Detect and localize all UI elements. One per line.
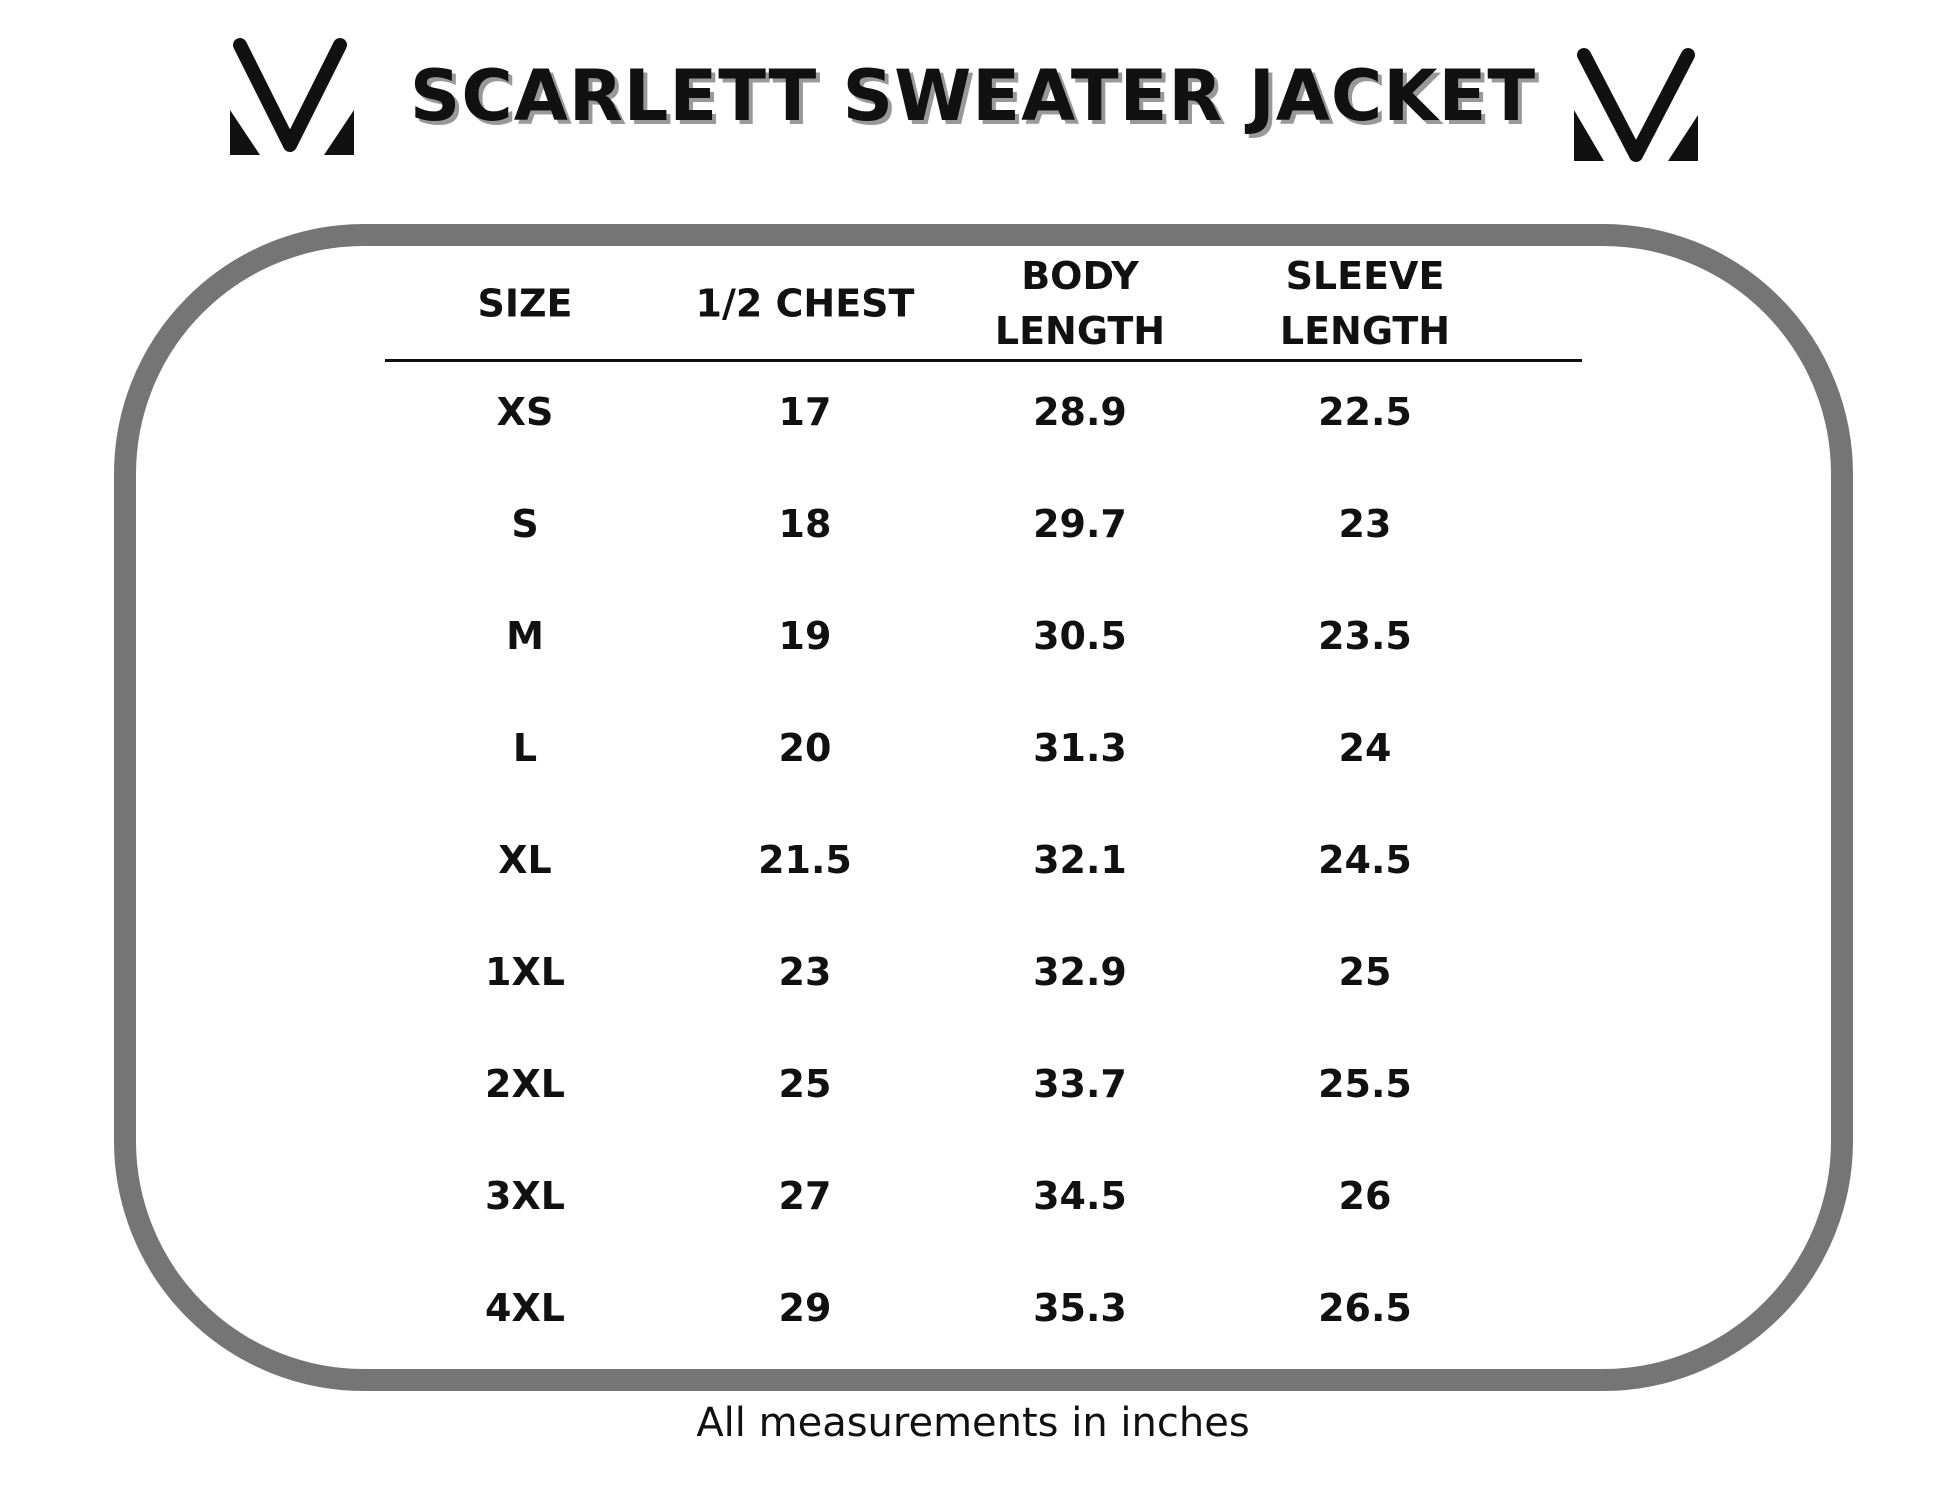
measurement-cell: 21.5 <box>758 838 852 882</box>
measurement-cell: 23 <box>778 950 832 994</box>
column-header: 1/2 CHEST <box>695 281 915 326</box>
measurement-cell: 23 <box>1338 502 1392 546</box>
table-frame <box>114 224 1853 1391</box>
footnote: All measurements in inches <box>696 1400 1250 1446</box>
measurement-cell: 25.5 <box>1318 1062 1412 1106</box>
measurement-cell: 27 <box>778 1174 832 1218</box>
size-cell: 3XL <box>485 1174 565 1218</box>
measurement-cell: 32.1 <box>1033 838 1127 882</box>
measurement-cell: 22.5 <box>1318 390 1412 434</box>
size-cell: 1XL <box>485 950 565 994</box>
size-cell: 4XL <box>485 1286 565 1330</box>
measurement-cell: 25 <box>778 1062 832 1106</box>
title: SCARLETT SWEATER JACKET <box>409 55 1537 137</box>
column-header: SLEEVE LENGTH <box>1279 254 1451 353</box>
measurement-cell: 33.7 <box>1033 1062 1127 1106</box>
logos <box>230 38 1698 162</box>
measurement-cell: 28.9 <box>1033 390 1127 434</box>
measurement-cell: 32.9 <box>1033 950 1127 994</box>
measurement-cell: 20 <box>778 726 832 770</box>
column-header: BODY LENGTH <box>994 254 1166 353</box>
size-cell: L <box>512 726 538 770</box>
measurement-cell: 24 <box>1338 726 1392 770</box>
measurement-cell: 35.3 <box>1033 1286 1127 1330</box>
measurement-cell: 29 <box>778 1286 832 1330</box>
size-cell: XS <box>496 390 554 434</box>
logo-right <box>1574 48 1698 162</box>
logo-left <box>230 38 354 155</box>
measurement-cell: 17 <box>778 390 832 434</box>
measurement-cell: 19 <box>778 614 832 658</box>
header-rule <box>385 359 1582 362</box>
size-cell: S <box>511 502 539 546</box>
size-cell: XL <box>498 838 552 882</box>
column-header: SIZE <box>477 281 573 326</box>
measurement-cell: 31.3 <box>1033 726 1127 770</box>
measurement-cell: 34.5 <box>1033 1174 1127 1218</box>
measurement-cell: 26.5 <box>1318 1286 1412 1330</box>
size-cell: M <box>506 614 544 658</box>
measurement-cell: 30.5 <box>1033 614 1127 658</box>
measurement-cell: 29.7 <box>1033 502 1127 546</box>
size-cell: 2XL <box>485 1062 565 1106</box>
measurement-cell: 23.5 <box>1318 614 1412 658</box>
measurement-cell: 26 <box>1338 1174 1392 1218</box>
measurement-cell: 25 <box>1338 950 1392 994</box>
measurement-cell: 24.5 <box>1318 838 1412 882</box>
measurement-cell: 18 <box>778 502 832 546</box>
